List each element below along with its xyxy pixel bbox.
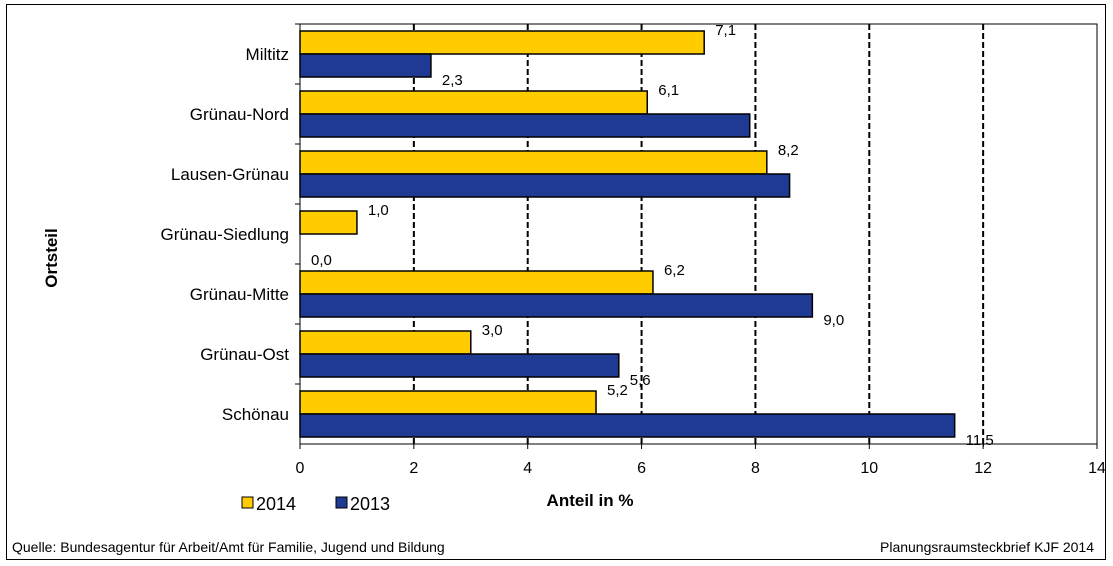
gridlines	[412, 24, 985, 444]
category-label: Grünau-Ost	[200, 345, 289, 364]
category-label: Lausen-Grünau	[171, 165, 289, 184]
legend-swatch-2014	[241, 496, 254, 509]
x-tick-label: 4	[523, 460, 532, 477]
category-label: Grünau-Mitte	[190, 285, 289, 304]
data-label: 5,2	[607, 382, 628, 399]
data-label: 8,2	[778, 142, 799, 159]
data-label: 0,0	[311, 252, 332, 269]
legend: 2014 2013	[241, 494, 390, 514]
data-label: 1,0	[368, 202, 389, 219]
y-axis-label: Ortsteil	[42, 228, 61, 288]
legend-label-2013: 2013	[350, 494, 390, 514]
bar-2013-2	[299, 173, 791, 198]
x-tick-label: 2	[409, 460, 418, 477]
x-tick-label: 6	[637, 460, 646, 477]
data-label: 5,6	[630, 372, 651, 389]
bar-2014-2	[299, 150, 768, 175]
data-label: 11,5	[966, 432, 994, 449]
data-label: 6,1	[658, 82, 679, 99]
x-tick-label: 12	[974, 460, 992, 477]
legend-label-2014: 2014	[256, 494, 296, 514]
category-label: Schönau	[222, 405, 289, 424]
bar-2014-3	[299, 210, 358, 235]
data-label: 6,2	[664, 262, 685, 279]
bar-2014-6	[299, 390, 597, 415]
bar-2013-5	[299, 353, 620, 378]
data-labels: 7,1 2,3 6,1 8,2 1,0 0,0 6,2 9,0 3,0 5,65,2 11,5	[311, 22, 994, 449]
data-label: 2,3	[442, 72, 463, 89]
x-tick-label: 8	[751, 460, 760, 477]
bar-2013-1	[299, 113, 751, 138]
x-tick-label: 0	[296, 460, 305, 477]
data-label: 9,0	[823, 312, 844, 329]
category-labels: Miltitz Grünau-Nord Lausen-Grünau Grünau-Si…	[160, 23, 300, 424]
bar-2014-1	[299, 90, 649, 115]
bars	[299, 30, 956, 438]
category-label: Miltitz	[246, 45, 289, 64]
plot-area	[299, 23, 1098, 445]
category-label: Grünau-Nord	[190, 105, 289, 124]
legend-swatch-2013	[335, 496, 348, 509]
category-label: Grünau-Siedlung	[160, 225, 289, 244]
bar-2014-0	[299, 30, 705, 55]
x-axis-label: Anteil in %	[547, 491, 634, 510]
x-tick-label: 14	[1088, 460, 1106, 477]
bar-2013-6	[299, 413, 956, 438]
bar-2013-4	[299, 293, 814, 318]
data-label: 3,0	[482, 322, 503, 339]
source-note: Quelle: Bundesagentur für Arbeit/Amt für…	[12, 539, 445, 555]
bar-2014-5	[299, 330, 472, 355]
data-label: 7,1	[715, 22, 736, 39]
bar-2013-0	[299, 53, 432, 78]
credit-note: Planungsraumsteckbrief KJF 2014	[880, 539, 1094, 555]
x-tick-label: 10	[860, 460, 878, 477]
x-tick-labels: 0 2 4 6 8 10 12 14	[296, 444, 1106, 477]
bar-2014-4	[299, 270, 654, 295]
